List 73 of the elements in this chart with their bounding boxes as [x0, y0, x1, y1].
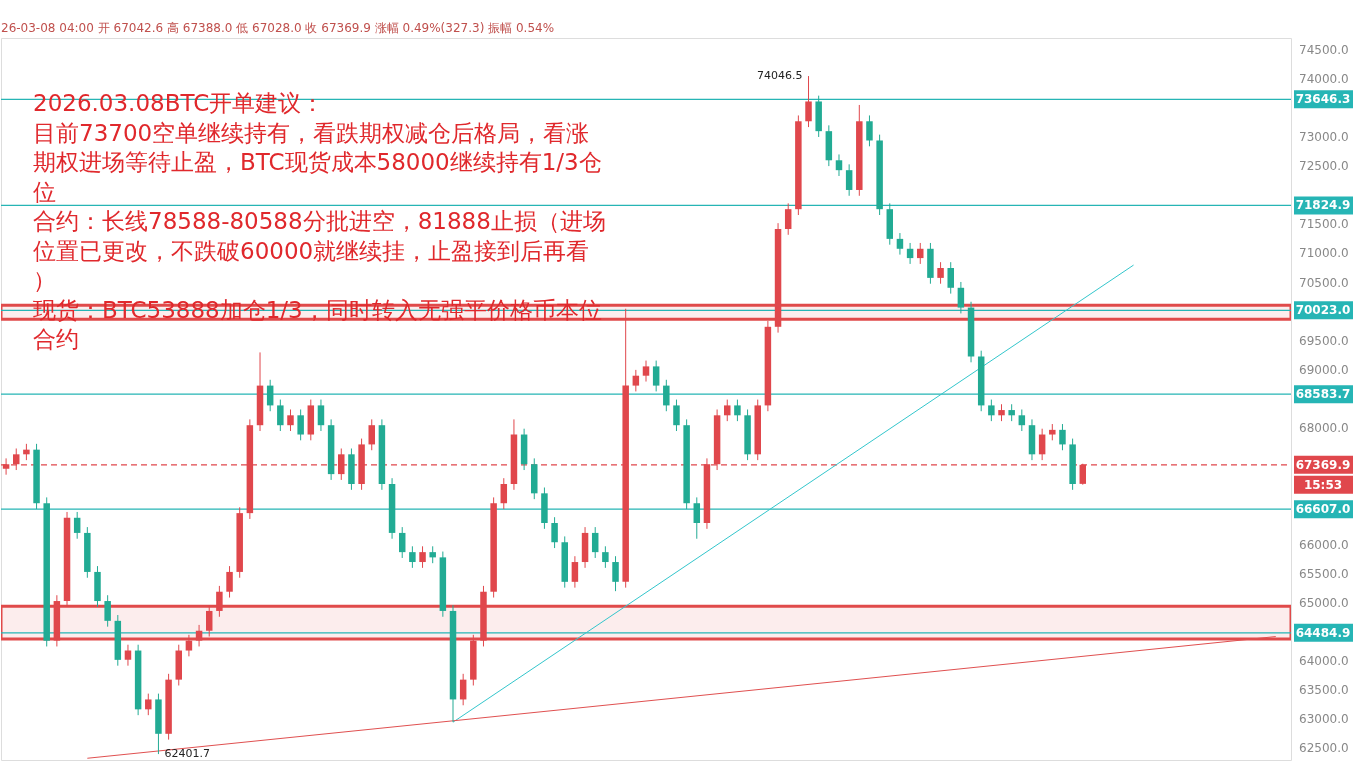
candlestick	[835, 153, 843, 177]
y-tick-label: 70500.0	[1299, 275, 1349, 290]
candlestick	[500, 477, 508, 510]
candlestick	[845, 163, 853, 197]
candlestick	[693, 496, 701, 540]
text: 15:53	[1303, 477, 1343, 492]
y-tick-label: 71000.0	[1299, 246, 1349, 261]
candlestick	[409, 545, 416, 569]
y-tick-label: 71500.0	[1299, 217, 1349, 232]
candlestick	[317, 399, 325, 432]
annotation: 74046.5	[757, 69, 803, 83]
chart-subtitle: 26-03-08 04:00 开 67042.6 高 67388.0 低 67028.0 收 67369.9 涨幅 0.49%(327.3) 振幅 0.54%	[1, 21, 555, 35]
candlestick	[185, 634, 193, 657]
candlestick	[957, 281, 965, 314]
candlestick	[917, 242, 924, 265]
candlestick	[277, 399, 284, 432]
candlestick	[866, 114, 873, 147]
candlestick	[673, 399, 680, 432]
candlestick	[297, 408, 304, 441]
candlestick	[612, 555, 619, 592]
candlestick	[226, 565, 233, 599]
y-tick-label: 66000.0	[1299, 537, 1349, 552]
ref-line-label: 67369.9	[1295, 457, 1351, 472]
ref-line-label: 64484.9	[1295, 625, 1351, 640]
y-tick-label: 74000.0	[1299, 71, 1349, 86]
y-tick-label: 63000.0	[1299, 712, 1349, 727]
y-tick-label: 62500.0	[1299, 741, 1349, 756]
candlestick	[734, 399, 741, 422]
candlestick	[988, 399, 995, 422]
candlestick	[1018, 408, 1026, 432]
candlestick	[663, 379, 670, 412]
candlestick	[947, 261, 954, 295]
candlestick	[591, 526, 599, 559]
candlestick	[104, 594, 111, 628]
candlestick	[784, 202, 792, 236]
candlestick	[419, 545, 426, 569]
candlestick	[551, 516, 558, 549]
y-tick-label: 72500.0	[1299, 159, 1349, 174]
annotation: 合约：长线78588-80588分批进空，81888止损（进场位置已更改，不跌破60000就继续挂，止盈接到后再看）	[33, 208, 606, 293]
y-tick-label: 69000.0	[1299, 362, 1349, 377]
y-tick-label: 73000.0	[1299, 129, 1349, 144]
candlestick	[1059, 423, 1066, 451]
y-tick-label: 65000.0	[1299, 595, 1349, 610]
candlestick	[145, 693, 152, 716]
candlestick	[195, 624, 203, 647]
candlestick	[642, 360, 650, 383]
ref-line-label: 73646.3	[1295, 92, 1351, 107]
candlestick	[398, 526, 406, 559]
y-tick-label: 65500.0	[1299, 566, 1349, 581]
y-tick-label: 69500.0	[1299, 333, 1349, 348]
candlestick	[216, 585, 223, 618]
candlestick	[571, 555, 579, 589]
ref-line-label: 71824.9	[1295, 198, 1351, 213]
y-tick-label: 63500.0	[1299, 683, 1349, 698]
ref-line-label: 68583.7	[1295, 387, 1351, 402]
candlestick	[205, 604, 213, 638]
y-tick-label: 74500.0	[1299, 42, 1349, 57]
candlestick	[652, 360, 660, 392]
candlestick	[937, 261, 944, 285]
candlestick	[287, 408, 294, 432]
candlestick	[632, 369, 640, 392]
ref-line-label: 66607.0	[1295, 502, 1351, 517]
candlestick	[602, 545, 609, 569]
candlestick	[73, 511, 81, 540]
candlestick	[724, 399, 731, 422]
annotation: 目前73700空单继续持有，看跌期权减仓后格局，看涨期权进场等待止盈，BTC现货成本58000继续持有1/3仓位	[33, 119, 602, 205]
y-tick-label: 64000.0	[1299, 654, 1349, 669]
ref-line-label: 70023.0	[1295, 303, 1351, 318]
candlestick	[805, 75, 812, 128]
candlestick	[368, 418, 375, 451]
annotation: 62401.7	[164, 747, 210, 761]
candlestick	[896, 232, 904, 256]
y-tick-label: 68000.0	[1299, 421, 1349, 436]
